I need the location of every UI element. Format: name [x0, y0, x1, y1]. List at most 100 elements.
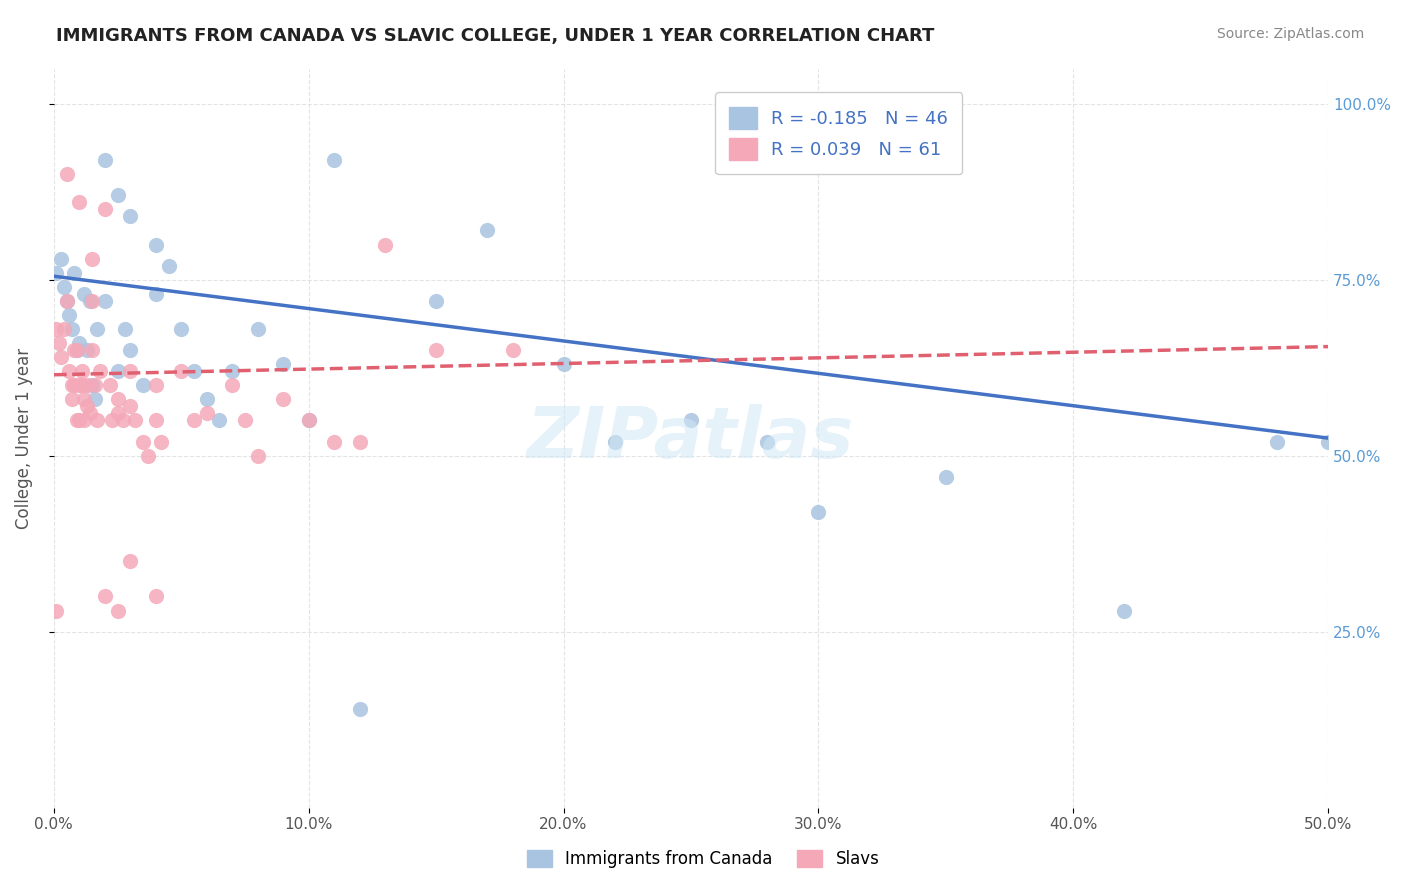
Point: [80, 252, 103, 266]
Point: [63, 343, 86, 357]
Point: [502, 343, 524, 357]
Point: [70, 378, 93, 392]
Point: [76, 343, 98, 357]
Point: [111, 413, 134, 427]
Point: [55, 293, 77, 308]
Point: [145, 378, 167, 392]
Point: [183, 364, 205, 378]
Point: [53, 322, 76, 336]
Point: [298, 413, 321, 427]
Point: [1265, 434, 1288, 449]
Point: [86, 322, 108, 336]
Point: [45, 603, 67, 617]
Point: [48, 336, 70, 351]
Point: [553, 357, 575, 371]
Point: [67, 336, 90, 351]
Point: [145, 286, 167, 301]
Point: [63, 266, 86, 280]
Point: [208, 413, 231, 427]
Point: [145, 413, 167, 427]
Point: [83, 378, 105, 392]
Point: [66, 343, 89, 357]
Point: [323, 434, 346, 449]
Point: [120, 210, 142, 224]
Point: [45, 322, 67, 336]
Point: [83, 392, 105, 407]
Point: [80, 378, 103, 392]
Point: [157, 259, 180, 273]
Point: [60, 322, 83, 336]
Point: [149, 434, 172, 449]
Point: [70, 364, 93, 378]
Point: [807, 505, 830, 519]
Point: [145, 590, 167, 604]
Point: [66, 343, 89, 357]
Point: [51, 350, 73, 364]
Point: [94, 590, 117, 604]
Point: [124, 413, 146, 427]
Point: [374, 237, 396, 252]
Point: [55, 167, 77, 181]
Point: [76, 378, 98, 392]
Point: [45, 266, 67, 280]
Point: [94, 153, 117, 167]
Point: [107, 407, 129, 421]
Point: [63, 378, 86, 392]
Point: [66, 413, 89, 427]
Point: [425, 293, 447, 308]
Point: [73, 392, 96, 407]
Point: [120, 343, 142, 357]
Point: [349, 434, 371, 449]
Point: [271, 392, 294, 407]
Point: [120, 400, 142, 414]
Point: [107, 188, 129, 202]
Point: [475, 223, 498, 237]
Point: [80, 293, 103, 308]
Point: [58, 308, 80, 322]
Point: [73, 286, 96, 301]
Point: [136, 449, 159, 463]
Point: [425, 343, 447, 357]
Point: [94, 293, 117, 308]
Point: [58, 364, 80, 378]
Point: [221, 364, 243, 378]
Point: [67, 378, 90, 392]
Point: [55, 293, 77, 308]
Point: [195, 407, 218, 421]
Point: [67, 195, 90, 210]
Point: [89, 364, 111, 378]
Point: [114, 322, 136, 336]
Legend: R = -0.185   N = 46, R = 0.039   N = 61: R = -0.185 N = 46, R = 0.039 N = 61: [716, 93, 962, 174]
Point: [94, 202, 117, 217]
Point: [323, 153, 346, 167]
Point: [107, 603, 129, 617]
Legend: Immigrants from Canada, Slavs: Immigrants from Canada, Slavs: [520, 843, 886, 875]
Point: [603, 434, 626, 449]
Point: [233, 413, 256, 427]
Point: [86, 413, 108, 427]
Point: [132, 378, 155, 392]
Point: [935, 470, 957, 484]
Point: [271, 357, 294, 371]
Point: [80, 343, 103, 357]
Point: [1317, 434, 1340, 449]
Point: [60, 378, 83, 392]
Point: [298, 413, 321, 427]
Point: [132, 434, 155, 449]
Y-axis label: College, Under 1 year: College, Under 1 year: [15, 348, 32, 529]
Point: [107, 392, 129, 407]
Point: [349, 702, 371, 716]
Point: [170, 364, 193, 378]
Point: [76, 400, 98, 414]
Point: [120, 364, 142, 378]
Text: Source: ZipAtlas.com: Source: ZipAtlas.com: [1216, 27, 1364, 41]
Text: ZIPatlas: ZIPatlas: [527, 403, 855, 473]
Point: [1114, 603, 1136, 617]
Point: [79, 407, 101, 421]
Point: [67, 413, 90, 427]
Point: [221, 378, 243, 392]
Point: [53, 279, 76, 293]
Point: [145, 237, 167, 252]
Point: [679, 413, 702, 427]
Point: [101, 413, 124, 427]
